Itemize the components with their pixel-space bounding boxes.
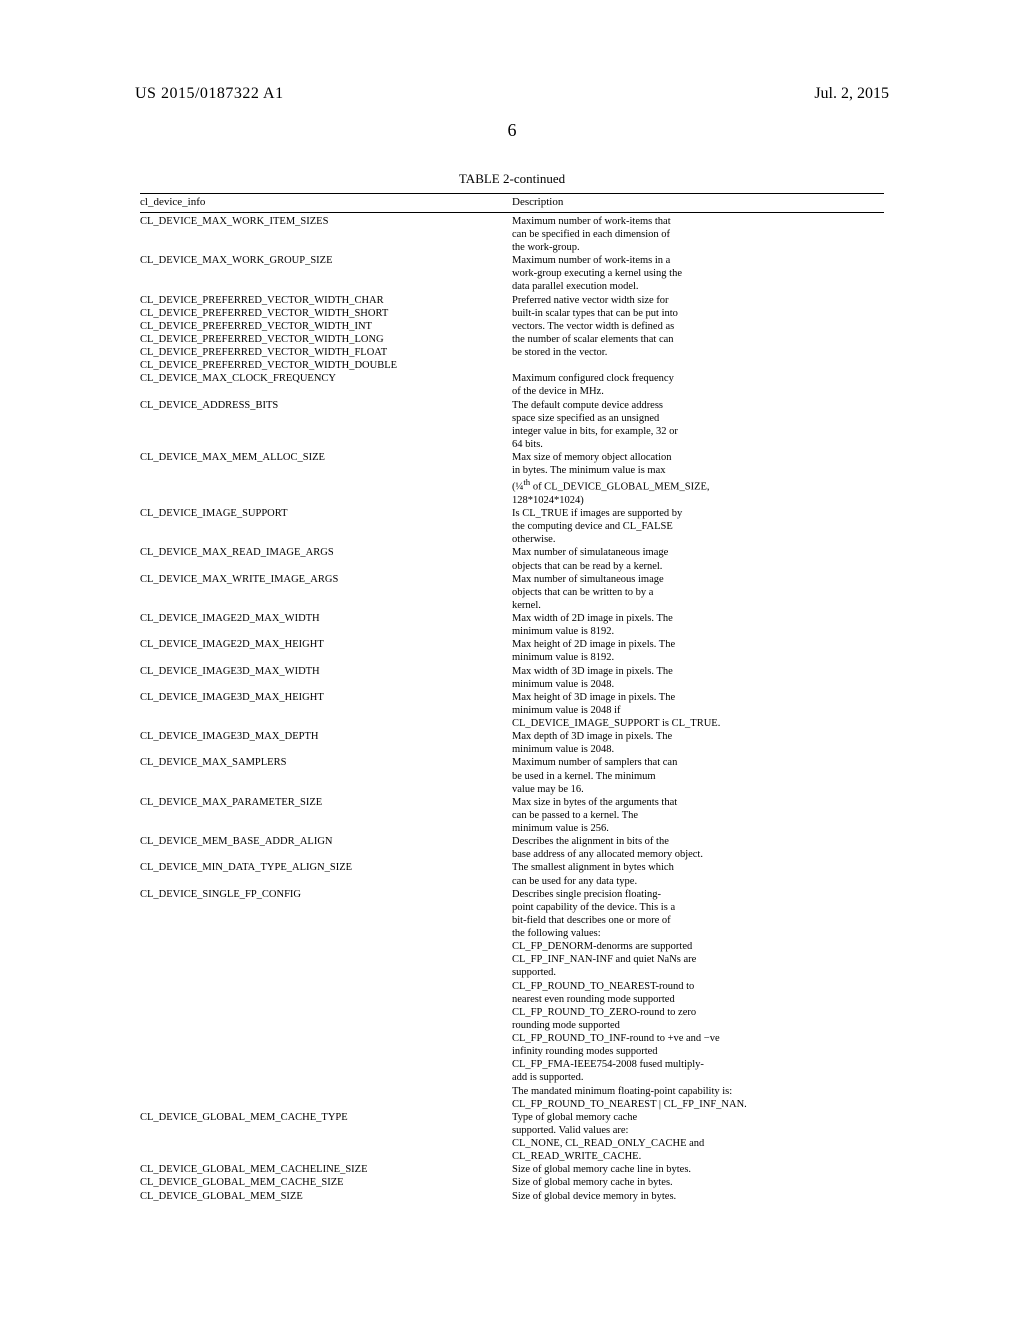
param-desc: Max number of simultaneous imageobjects …: [512, 573, 884, 612]
device-info-table: cl_device_info Description: [140, 196, 884, 210]
param-desc: Maximum number of samplers that canbe us…: [512, 756, 884, 795]
table-row: CL_DEVICE_MIN_DATA_TYPE_ALIGN_SIZEThe sm…: [140, 861, 884, 887]
table-row: CL_DEVICE_GLOBAL_MEM_CACHE_TYPEType of g…: [140, 1111, 884, 1164]
page: US 2015/0187322 A1 Jul. 2, 2015 6 TABLE …: [0, 0, 1024, 1320]
table-row: CL_DEVICE_GLOBAL_MEM_CACHELINE_SIZESize …: [140, 1163, 884, 1176]
param-desc: Max height of 3D image in pixels. Themin…: [512, 691, 884, 730]
table-row: CL_DEVICE_PREFERRED_VECTOR_WIDTH_CHARCL_…: [140, 294, 884, 373]
param-desc: Describes single precision floating-poin…: [512, 888, 884, 1111]
param-name: CL_DEVICE_IMAGE3D_MAX_WIDTH: [140, 665, 512, 691]
param-desc: Max width of 3D image in pixels. Themini…: [512, 665, 884, 691]
param-name: CL_DEVICE_GLOBAL_MEM_CACHE_TYPE: [140, 1111, 512, 1164]
param-desc: Is CL_TRUE if images are supported bythe…: [512, 507, 884, 546]
table-row: CL_DEVICE_MAX_WRITE_IMAGE_ARGSMax number…: [140, 573, 884, 612]
table-row: CL_DEVICE_MAX_MEM_ALLOC_SIZEMax size of …: [140, 451, 884, 507]
header-col2: Description: [512, 196, 884, 210]
header-col1: cl_device_info: [140, 196, 512, 210]
table-caption: TABLE 2-continued: [140, 171, 884, 187]
param-name: CL_DEVICE_IMAGE2D_MAX_WIDTH: [140, 612, 512, 638]
param-name: CL_DEVICE_GLOBAL_MEM_CACHE_SIZE: [140, 1176, 512, 1189]
param-desc: Size of global memory cache in bytes.: [512, 1176, 884, 1189]
param-name: CL_DEVICE_SINGLE_FP_CONFIG: [140, 888, 512, 1111]
param-name: CL_DEVICE_IMAGE3D_MAX_DEPTH: [140, 730, 512, 756]
table-row: CL_DEVICE_IMAGE2D_MAX_HEIGHTMax height o…: [140, 638, 884, 664]
param-name: CL_DEVICE_MAX_PARAMETER_SIZE: [140, 796, 512, 835]
param-desc: Size of global memory cache line in byte…: [512, 1163, 884, 1176]
param-name: CL_DEVICE_MAX_WORK_ITEM_SIZES: [140, 215, 512, 254]
table-row: CL_DEVICE_MAX_SAMPLERSMaximum number of …: [140, 756, 884, 795]
table-row: CL_DEVICE_MAX_READ_IMAGE_ARGSMax number …: [140, 546, 884, 572]
table-row: CL_DEVICE_IMAGE2D_MAX_WIDTHMax width of …: [140, 612, 884, 638]
table-container: TABLE 2-continued cl_device_info Descrip…: [140, 171, 884, 1203]
param-desc: Max depth of 3D image in pixels. Themini…: [512, 730, 884, 756]
table-row: CL_DEVICE_ADDRESS_BITSThe default comput…: [140, 399, 884, 452]
param-desc: The smallest alignment in bytes whichcan…: [512, 861, 884, 887]
param-desc: Maximum number of work-items in awork-gr…: [512, 254, 884, 293]
param-desc: Max size of memory object allocationin b…: [512, 451, 884, 507]
page-number: 6: [95, 120, 929, 141]
table-row: CL_DEVICE_MAX_WORK_GROUP_SIZEMaximum num…: [140, 254, 884, 293]
param-desc: Max size in bytes of the arguments thatc…: [512, 796, 884, 835]
param-name: CL_DEVICE_MAX_WRITE_IMAGE_ARGS: [140, 573, 512, 612]
param-name: CL_DEVICE_MAX_READ_IMAGE_ARGS: [140, 546, 512, 572]
param-name: CL_DEVICE_MAX_SAMPLERS: [140, 756, 512, 795]
param-name: CL_DEVICE_MEM_BASE_ADDR_ALIGN: [140, 835, 512, 861]
param-name: CL_DEVICE_GLOBAL_MEM_CACHELINE_SIZE: [140, 1163, 512, 1176]
param-desc: Max height of 2D image in pixels. Themin…: [512, 638, 884, 664]
param-name: CL_DEVICE_PREFERRED_VECTOR_WIDTH_CHARCL_…: [140, 294, 512, 373]
table-row: CL_DEVICE_MAX_CLOCK_FREQUENCYMaximum con…: [140, 372, 884, 398]
param-name: CL_DEVICE_MAX_CLOCK_FREQUENCY: [140, 372, 512, 398]
param-desc: Describes the alignment in bits of theba…: [512, 835, 884, 861]
doc-date: Jul. 2, 2015: [814, 85, 889, 103]
param-name: CL_DEVICE_IMAGE2D_MAX_HEIGHT: [140, 638, 512, 664]
table-row: CL_DEVICE_IMAGE3D_MAX_DEPTHMax depth of …: [140, 730, 884, 756]
param-desc: Max width of 2D image in pixels. Themini…: [512, 612, 884, 638]
table-row: CL_DEVICE_IMAGE3D_MAX_WIDTHMax width of …: [140, 665, 884, 691]
param-desc: Preferred native vector width size forbu…: [512, 294, 884, 373]
table-row: CL_DEVICE_IMAGE_SUPPORTIs CL_TRUE if ima…: [140, 507, 884, 546]
table-row: CL_DEVICE_MEM_BASE_ADDR_ALIGNDescribes t…: [140, 835, 884, 861]
param-desc: Maximum number of work-items thatcan be …: [512, 215, 884, 254]
table-header-row: cl_device_info Description: [140, 196, 884, 210]
param-name: CL_DEVICE_GLOBAL_MEM_SIZE: [140, 1190, 512, 1203]
device-info-table-body: CL_DEVICE_MAX_WORK_ITEM_SIZESMaximum num…: [140, 215, 884, 1203]
table-row: CL_DEVICE_GLOBAL_MEM_CACHE_SIZESize of g…: [140, 1176, 884, 1189]
doc-number: US 2015/0187322 A1: [135, 85, 284, 103]
param-name: CL_DEVICE_MIN_DATA_TYPE_ALIGN_SIZE: [140, 861, 512, 887]
param-name: CL_DEVICE_MAX_WORK_GROUP_SIZE: [140, 254, 512, 293]
param-desc: Max number of simulataneous imageobjects…: [512, 546, 884, 572]
param-desc: Type of global memory cachesupported. Va…: [512, 1111, 884, 1164]
table-row: CL_DEVICE_MAX_WORK_ITEM_SIZESMaximum num…: [140, 215, 884, 254]
param-name: CL_DEVICE_IMAGE3D_MAX_HEIGHT: [140, 691, 512, 730]
param-desc: Size of global device memory in bytes.: [512, 1190, 884, 1203]
table-row: CL_DEVICE_MAX_PARAMETER_SIZEMax size in …: [140, 796, 884, 835]
param-name: CL_DEVICE_MAX_MEM_ALLOC_SIZE: [140, 451, 512, 507]
table-row: CL_DEVICE_IMAGE3D_MAX_HEIGHTMax height o…: [140, 691, 884, 730]
table-row: CL_DEVICE_SINGLE_FP_CONFIGDescribes sing…: [140, 888, 884, 1111]
param-name: CL_DEVICE_ADDRESS_BITS: [140, 399, 512, 452]
param-name: CL_DEVICE_IMAGE_SUPPORT: [140, 507, 512, 546]
param-desc: Maximum configured clock frequencyof the…: [512, 372, 884, 398]
table-row: CL_DEVICE_GLOBAL_MEM_SIZESize of global …: [140, 1190, 884, 1203]
param-desc: The default compute device addressspace …: [512, 399, 884, 452]
